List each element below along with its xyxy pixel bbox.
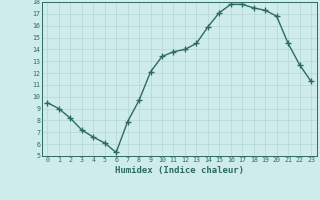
X-axis label: Humidex (Indice chaleur): Humidex (Indice chaleur)	[115, 166, 244, 175]
